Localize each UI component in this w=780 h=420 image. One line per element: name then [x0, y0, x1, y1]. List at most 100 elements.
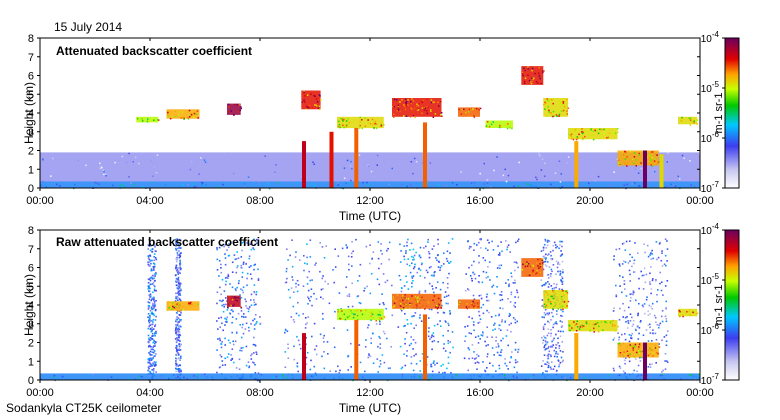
- layer-speck: [368, 122, 370, 124]
- noise-speck: [347, 354, 350, 357]
- noise-speck: [154, 304, 156, 306]
- noise-speck: [505, 240, 507, 242]
- noise-speck: [351, 282, 353, 285]
- noise-speck: [147, 244, 150, 246]
- noise-speck: [380, 263, 383, 265]
- layer-speck: [188, 303, 190, 305]
- layer-speck: [440, 100, 442, 103]
- noise-speck: [553, 287, 556, 289]
- noise-speck: [148, 302, 151, 304]
- noise-speck: [226, 240, 228, 242]
- layer-speck: [689, 117, 692, 119]
- noise-speck: [427, 241, 429, 243]
- noise-speck: [180, 267, 182, 270]
- noise-speck: [179, 298, 181, 301]
- noise-speck: [411, 262, 413, 265]
- layer-speck: [399, 305, 402, 307]
- layer-speck: [534, 72, 536, 75]
- layer-speck: [359, 120, 361, 123]
- noise-speck: [613, 307, 615, 309]
- layer-speck: [438, 184, 440, 186]
- noise-speck: [177, 321, 179, 323]
- layer-speck: [535, 176, 537, 179]
- noise-speck: [486, 326, 488, 328]
- layer-speck: [570, 133, 573, 135]
- precip-streak: [423, 314, 427, 380]
- noise-speck: [148, 245, 151, 247]
- layer-speck: [306, 107, 308, 109]
- x-tick-label: 00:00: [26, 195, 54, 207]
- noise-speck: [151, 248, 154, 250]
- layer-speck: [306, 176, 308, 178]
- layer-speck: [664, 186, 666, 189]
- layer-speck: [200, 181, 203, 184]
- layer-speck: [160, 377, 162, 379]
- layer-speck: [522, 74, 524, 77]
- noise-speck: [514, 279, 516, 282]
- layer-speck: [561, 305, 563, 307]
- noise-speck: [545, 348, 547, 350]
- noise-speck: [508, 312, 511, 315]
- layer-speck: [150, 181, 152, 183]
- layer-speck: [141, 120, 144, 122]
- layer-speck: [319, 108, 321, 110]
- layer-speck: [533, 185, 535, 188]
- layer-speck: [547, 293, 549, 296]
- layer-speck: [650, 154, 652, 157]
- noise-speck: [463, 357, 466, 360]
- noise-speck: [476, 244, 478, 246]
- layer-speck: [310, 93, 312, 95]
- layer-speck: [563, 301, 566, 303]
- noise-speck: [179, 343, 182, 345]
- noise-speck: [149, 260, 152, 263]
- noise-speck: [240, 256, 243, 258]
- layer-speck: [239, 109, 241, 112]
- layer-speck: [679, 310, 681, 313]
- noise-speck: [486, 367, 488, 369]
- noise-speck: [412, 248, 415, 251]
- noise-speck: [224, 283, 227, 286]
- noise-speck: [482, 331, 484, 333]
- layer-speck: [305, 108, 308, 110]
- noise-speck: [381, 253, 383, 255]
- noise-speck: [287, 347, 289, 350]
- noise-speck: [414, 341, 417, 344]
- noise-speck: [628, 306, 630, 309]
- noise-speck: [651, 363, 653, 365]
- layer-speck: [539, 271, 542, 274]
- layer-speck: [432, 299, 434, 301]
- layer-speck: [440, 114, 442, 116]
- layer-speck: [560, 298, 562, 300]
- noise-speck: [464, 335, 467, 338]
- noise-speck: [630, 337, 633, 340]
- layer-speck: [638, 152, 640, 155]
- layer-speck: [274, 171, 276, 173]
- noise-speck: [482, 257, 485, 259]
- layer-speck: [629, 353, 631, 355]
- layer-speck: [102, 169, 104, 171]
- layer-speck: [240, 306, 242, 309]
- noise-speck: [177, 357, 180, 359]
- noise-speck: [665, 318, 668, 320]
- y-tick-label: 1: [28, 164, 34, 176]
- noise-speck: [618, 339, 620, 341]
- layer-speck: [101, 166, 103, 169]
- layer-speck: [543, 295, 545, 297]
- noise-speck: [176, 254, 179, 256]
- noise-speck: [550, 285, 553, 287]
- noise-speck: [647, 255, 650, 258]
- layer-speck: [383, 124, 385, 126]
- layer-band: [227, 295, 241, 307]
- layer-speck: [415, 160, 418, 163]
- noise-speck: [227, 273, 229, 276]
- layer-speck: [553, 305, 555, 308]
- layer-speck: [392, 306, 394, 308]
- layer-speck: [588, 182, 590, 185]
- noise-speck: [660, 259, 663, 262]
- layer-speck: [544, 104, 546, 106]
- noise-speck: [241, 276, 244, 278]
- noise-speck: [375, 323, 378, 325]
- layer-speck: [581, 328, 583, 331]
- noise-speck: [256, 321, 258, 323]
- noise-speck: [359, 302, 362, 305]
